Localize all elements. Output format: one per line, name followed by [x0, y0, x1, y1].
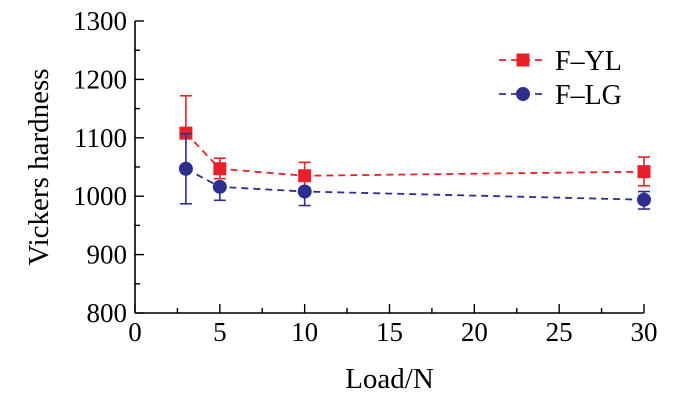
x-tick-label: 25	[546, 317, 573, 347]
data-point	[297, 184, 312, 199]
data-point	[637, 192, 651, 207]
y-tick-label: 1100	[74, 123, 127, 153]
x-axis-title: Load/N	[345, 363, 434, 395]
series-line	[185, 132, 645, 177]
x-tick-label: 30	[631, 317, 658, 347]
x-tick-label: 10	[291, 317, 318, 347]
x-tick-label: 0	[128, 317, 142, 347]
legend-label: F–YL	[555, 46, 622, 77]
data-point	[637, 165, 651, 179]
y-tick-label: 1300	[73, 6, 127, 36]
y-tick-label: 1000	[73, 181, 127, 211]
data-point	[212, 179, 227, 194]
y-tick-label: 800	[87, 298, 128, 328]
legend-item-0: F–YL	[499, 46, 622, 77]
series-line	[185, 167, 645, 201]
y-tick-label: 1200	[73, 64, 127, 94]
legend-marker	[516, 87, 530, 101]
axes: 800 900 1000 1100 1200 1300 0 5 10 15 20 25 30	[73, 6, 658, 347]
x-tick-label: 5	[213, 317, 227, 347]
data-point	[178, 161, 193, 176]
series-1	[178, 132, 651, 210]
y-axis-title: Vickers hardness	[23, 68, 55, 265]
x-tick-label: 15	[376, 317, 403, 347]
legend-item-1: F–LG	[499, 80, 622, 111]
y-tick-label: 900	[87, 240, 128, 270]
series-layer	[178, 94, 651, 210]
legend: F–YLF–LG	[499, 46, 622, 111]
data-point	[298, 169, 312, 183]
x-tick-label: 20	[461, 317, 488, 347]
legend-label: F–LG	[555, 80, 622, 111]
legend-marker	[516, 53, 530, 67]
data-point	[213, 162, 227, 176]
